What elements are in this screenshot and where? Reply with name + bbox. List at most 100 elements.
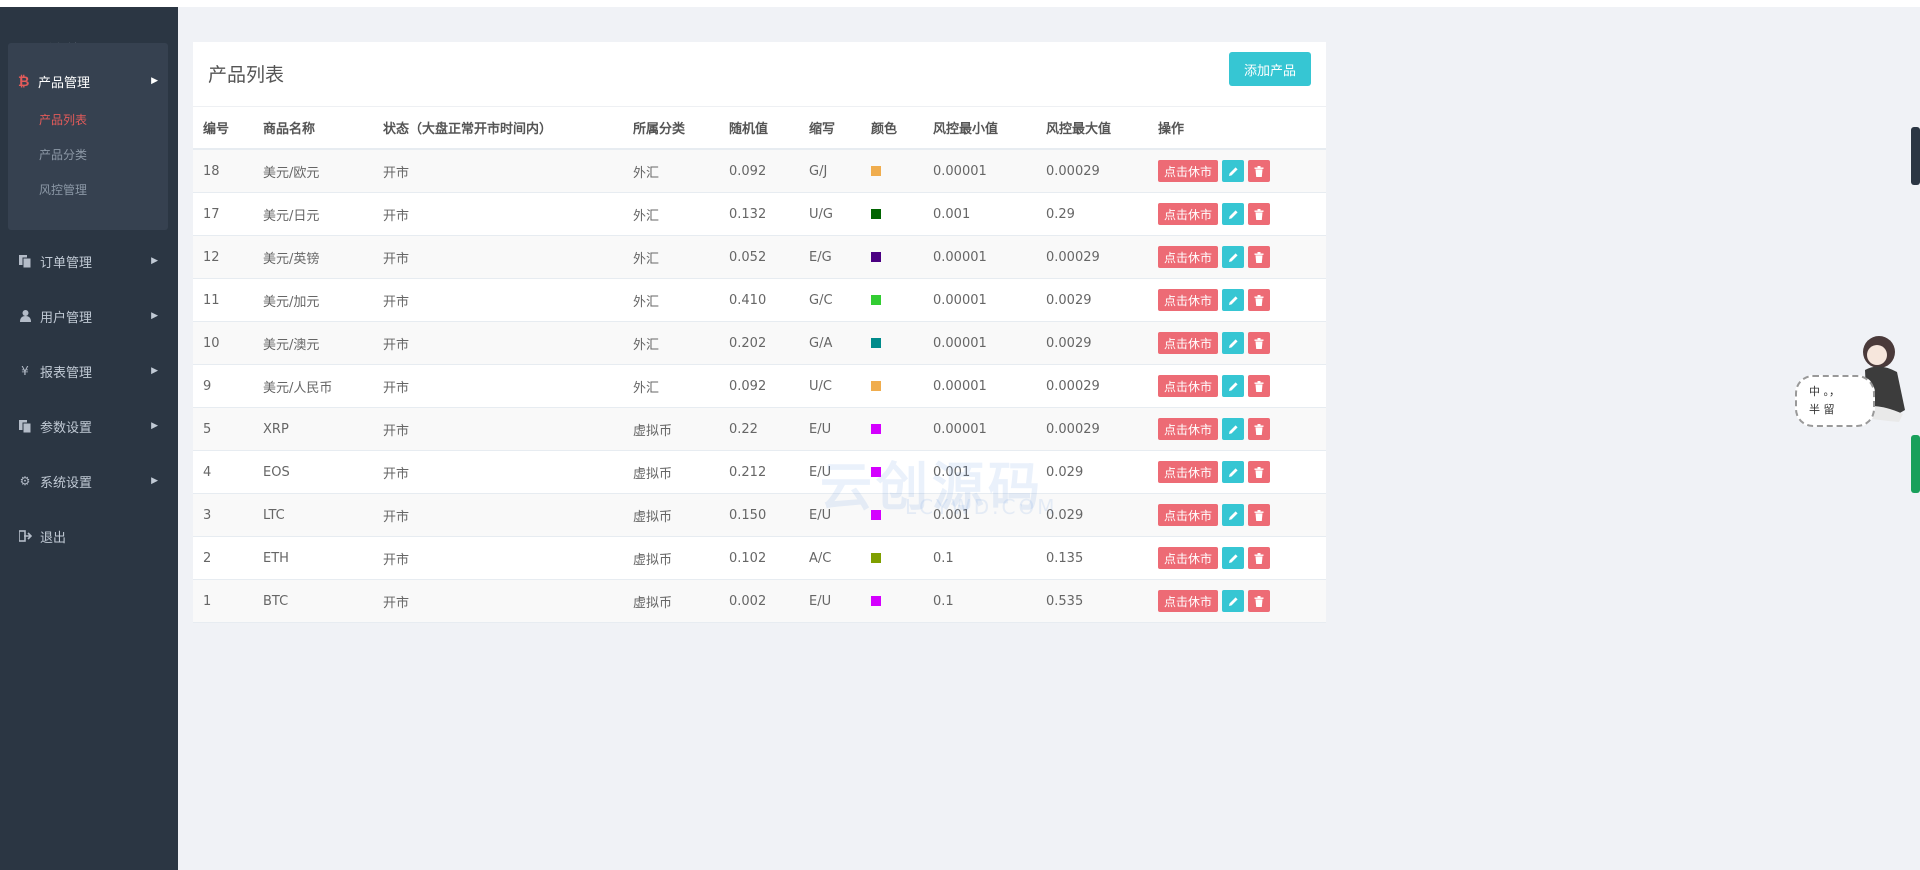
close-market-button[interactable]: 点击休市 [1158, 590, 1219, 612]
cell-max: 0.00029 [1036, 407, 1148, 451]
user-icon [17, 308, 33, 324]
trash-icon [1254, 509, 1264, 521]
cell-abbr: G/C [799, 278, 861, 322]
table-row: 9 美元/人民币 开市 外汇 0.092 U/C 0.00001 0.00029 点击休市 [193, 364, 1326, 408]
cell-status: 开市 [373, 278, 623, 322]
cell-actions: 点击休市 [1148, 579, 1326, 623]
cell-min: 0.1 [923, 536, 1036, 580]
cell-abbr: A/C [799, 536, 861, 580]
cell-color [861, 450, 923, 494]
sidebar-subitem-product-category[interactable]: 产品分类 [39, 148, 88, 162]
cell-min: 0.00001 [923, 407, 1036, 451]
cell-name: EOS [253, 450, 373, 494]
edit-button[interactable] [1222, 418, 1245, 440]
sidebar-item-reports[interactable]: ¥ 报表管理 ▶ [0, 355, 178, 387]
delete-button[interactable] [1248, 547, 1271, 569]
product-list-panel: 产品列表 添加产品 编号 商品名称 状态（大盘正常开市时间内） 所属分类 随机值… [193, 42, 1326, 623]
copy-icon [17, 418, 33, 434]
cell-actions: 点击休市 [1148, 493, 1326, 537]
gears-icon: ⚙ [19, 474, 31, 488]
bubble-line: 半 留 [1809, 403, 1835, 416]
cell-abbr: E/U [799, 493, 861, 537]
color-swatch [871, 510, 881, 520]
cell-actions: 点击休市 [1148, 450, 1326, 494]
cell-category: 虚拟币 [623, 407, 719, 451]
edit-button[interactable] [1222, 203, 1245, 225]
delete-button[interactable] [1248, 461, 1271, 483]
cell-abbr: E/U [799, 450, 861, 494]
caret-right-icon: ▶ [151, 256, 158, 266]
cell-color [861, 149, 923, 193]
sidebar-item-params[interactable]: 参数设置 ▶ [0, 410, 178, 442]
delete-button[interactable] [1248, 590, 1271, 612]
cell-random: 0.092 [719, 149, 799, 193]
edge-scroll-indicator[interactable] [1911, 127, 1920, 185]
delete-button[interactable] [1248, 289, 1271, 311]
trash-icon [1254, 337, 1264, 349]
sidebar-item-label: 报表管理 [40, 365, 93, 381]
delete-button[interactable] [1248, 504, 1271, 526]
cell-max: 0.135 [1036, 536, 1148, 580]
pencil-icon [1228, 295, 1238, 305]
cell-min: 0.001 [923, 450, 1036, 494]
cell-random: 0.132 [719, 192, 799, 236]
sidebar-item-product-management[interactable]: ₿ 产品管理 ▶ [8, 65, 168, 97]
close-market-button[interactable]: 点击休市 [1158, 504, 1219, 526]
table-row: 3 LTC 开市 虚拟币 0.150 E/U 0.001 0.029 点击休市 [193, 493, 1326, 537]
row-actions: 点击休市 [1158, 547, 1326, 569]
close-market-button[interactable]: 点击休市 [1158, 418, 1219, 440]
delete-button[interactable] [1248, 332, 1271, 354]
edit-button[interactable] [1222, 590, 1245, 612]
close-market-button[interactable]: 点击休市 [1158, 375, 1219, 397]
sidebar-item-users[interactable]: 用户管理 ▶ [0, 300, 178, 332]
edit-button[interactable] [1222, 504, 1245, 526]
edit-button[interactable] [1222, 547, 1245, 569]
cell-actions: 点击休市 [1148, 192, 1326, 236]
cell-status: 开市 [373, 192, 623, 236]
sidebar-subitem-risk-control[interactable]: 风控管理 [39, 183, 88, 197]
delete-button[interactable] [1248, 418, 1271, 440]
sidebar-item-label: 系统设置 [40, 475, 93, 491]
add-product-button[interactable]: 添加产品 [1229, 52, 1311, 86]
sidebar-item-label: 产品管理 [38, 75, 91, 91]
row-actions: 点击休市 [1158, 203, 1326, 225]
row-actions: 点击休市 [1158, 461, 1326, 483]
close-market-button[interactable]: 点击休市 [1158, 461, 1219, 483]
color-swatch [871, 467, 881, 477]
close-market-button[interactable]: 点击休市 [1158, 547, 1219, 569]
close-market-button[interactable]: 点击休市 [1158, 332, 1219, 354]
trash-icon [1254, 552, 1264, 564]
cell-random: 0.22 [719, 407, 799, 451]
edit-button[interactable] [1222, 289, 1245, 311]
close-market-button[interactable]: 点击休市 [1158, 246, 1219, 268]
color-swatch [871, 252, 881, 262]
cell-max: 0.029 [1036, 450, 1148, 494]
cell-abbr: E/U [799, 407, 861, 451]
sidebar-subitem-product-list[interactable]: 产品列表 [39, 113, 88, 127]
edit-button[interactable] [1222, 246, 1245, 268]
sidebar-item-logout[interactable]: 退出 [0, 520, 178, 552]
cell-id: 4 [193, 450, 253, 494]
cell-id: 10 [193, 321, 253, 365]
delete-button[interactable] [1248, 375, 1271, 397]
edit-button[interactable] [1222, 160, 1245, 182]
pencil-icon [1228, 467, 1238, 477]
close-market-button[interactable]: 点击休市 [1158, 203, 1219, 225]
trash-icon [1254, 423, 1264, 435]
sidebar-item-orders[interactable]: 订单管理 ▶ [0, 245, 178, 277]
edge-progress-indicator[interactable] [1911, 435, 1920, 493]
close-market-button[interactable]: 点击休市 [1158, 160, 1219, 182]
column-header: 状态（大盘正常开市时间内） [373, 107, 623, 150]
sidebar: 后台首页 ₿ 产品管理 ▶ 产品列表 产品分类 风控管理 订单管理 ▶ 用户管理… [0, 7, 178, 870]
cell-id: 17 [193, 192, 253, 236]
sidebar-item-system[interactable]: ⚙ 系统设置 ▶ [0, 465, 178, 497]
delete-button[interactable] [1248, 246, 1271, 268]
edit-button[interactable] [1222, 375, 1245, 397]
delete-button[interactable] [1248, 160, 1271, 182]
cell-abbr: E/G [799, 235, 861, 279]
delete-button[interactable] [1248, 203, 1271, 225]
floating-mascot-widget[interactable]: 中 。， 半 留 [1795, 330, 1915, 440]
close-market-button[interactable]: 点击休市 [1158, 289, 1219, 311]
edit-button[interactable] [1222, 332, 1245, 354]
edit-button[interactable] [1222, 461, 1245, 483]
